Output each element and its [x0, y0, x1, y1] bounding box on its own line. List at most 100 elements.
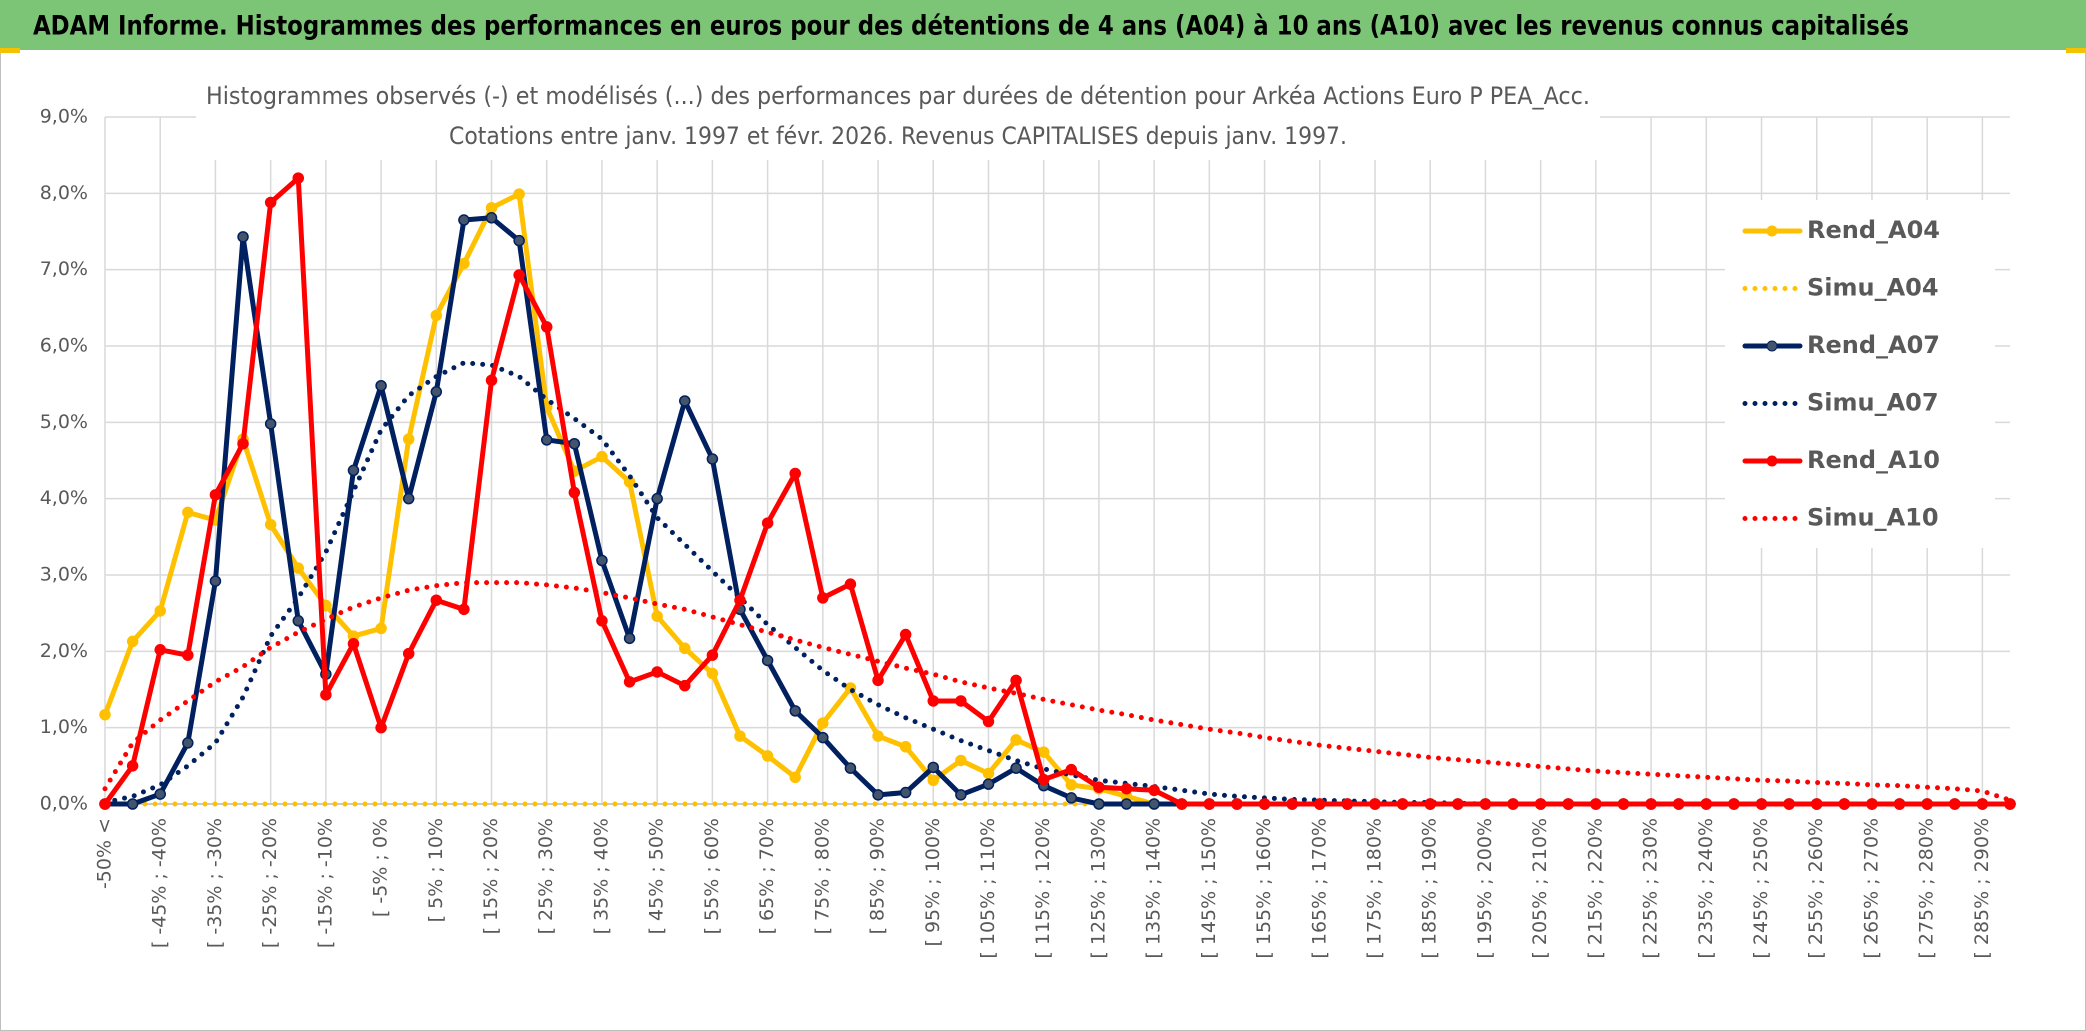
- data-point: [1341, 798, 1354, 810]
- header-bar: [0, 0, 2086, 50]
- data-point: [955, 789, 967, 801]
- x-tick-label: [ 5% ; 10%: [425, 818, 447, 922]
- x-tick-label: [ 65% ; 70%: [756, 818, 778, 934]
- data-point: [1010, 734, 1022, 746]
- data-point: [706, 649, 719, 661]
- data-point: [1093, 798, 1105, 810]
- data-point: [568, 437, 581, 450]
- data-point: [651, 610, 663, 622]
- corner-accent: [2066, 48, 2086, 53]
- x-tick-label: [ 45% ; 50%: [646, 818, 668, 934]
- data-point: [182, 737, 194, 749]
- data-point: [1921, 798, 1933, 810]
- data-point: [1120, 798, 1133, 810]
- y-tick-label: 3,0%: [40, 564, 88, 586]
- x-tick-label: [ 215% ; 220%: [1584, 818, 1606, 959]
- data-point: [1452, 798, 1464, 810]
- data-point: [706, 667, 719, 680]
- x-tick-label: [ 125% ; 130%: [1087, 818, 1109, 959]
- x-tick-label: [ 175% ; 180%: [1364, 818, 1386, 959]
- x-tick-label: [ 235% ; 240%: [1695, 818, 1717, 959]
- x-tick-label: [ -5% ; 0%: [370, 818, 392, 917]
- plot-area: 0,0% 1,0% 2,0% 3,0% 4,0% 5,0% 6,0% 7,0% 8,0% 9,0%…: [40, 106, 2016, 959]
- data-point: [237, 231, 249, 243]
- chart-subtitle: Cotations entre janv. 1997 et févr. 2026…: [449, 122, 1347, 150]
- data-point: [734, 730, 746, 742]
- x-tick-label: [ -15% ; -10%: [314, 818, 336, 948]
- data-point: [126, 635, 139, 648]
- data-point: [844, 578, 857, 590]
- data-point: [706, 453, 719, 465]
- data-point: [485, 202, 498, 214]
- data-point: [458, 214, 470, 226]
- data-point: [899, 628, 912, 641]
- data-point: [1065, 779, 1078, 791]
- data-point: [458, 257, 470, 270]
- data-point: [126, 798, 139, 810]
- legend-label: Simu_A10: [1807, 504, 1939, 532]
- data-point: [955, 695, 967, 707]
- x-tick-label: [ 205% ; 210%: [1529, 818, 1551, 959]
- data-point: [1866, 798, 1878, 810]
- data-point: [237, 437, 249, 450]
- data-point: [623, 676, 636, 688]
- data-point: [99, 798, 111, 810]
- data-point: [430, 386, 443, 398]
- data-point: [402, 433, 415, 445]
- data-point: [734, 594, 746, 606]
- data-point: [182, 506, 194, 519]
- data-point: [209, 575, 222, 587]
- data-point: [679, 679, 691, 692]
- data-point: [1562, 798, 1575, 810]
- data-point: [1617, 798, 1630, 810]
- data-point: [761, 750, 774, 762]
- data-point: [651, 666, 663, 678]
- y-tick-label: 0,0%: [40, 793, 88, 815]
- data-point: [1424, 798, 1436, 810]
- data-point: [982, 778, 995, 790]
- data-point: [927, 774, 940, 787]
- data-point: [1755, 798, 1768, 810]
- data-point: [513, 188, 525, 200]
- data-point: [761, 654, 774, 667]
- data-point: [927, 695, 940, 707]
- data-point: [347, 637, 360, 650]
- data-point: [1728, 798, 1740, 810]
- series-line: [102, 175, 2013, 807]
- data-point: [596, 450, 608, 463]
- data-point: [679, 395, 691, 407]
- data-point: [402, 492, 415, 505]
- x-tick-label: [ 25% ; 30%: [535, 818, 557, 934]
- data-point: [1010, 762, 1022, 774]
- x-tick-label: [ -45% ; -40%: [149, 818, 171, 948]
- data-point: [568, 486, 581, 499]
- data-point: [1507, 798, 1519, 810]
- data-point: [540, 434, 553, 446]
- data-point: [347, 464, 360, 477]
- data-point: [817, 717, 829, 729]
- x-tick-label: [ 75% ; 80%: [811, 818, 833, 934]
- corner-accent: [0, 48, 20, 53]
- data-point: [513, 234, 525, 247]
- data-point: [1534, 798, 1547, 810]
- chart-title: Histogrammes observés (-) et modélisés (…: [206, 82, 1590, 110]
- legend-label: Simu_A04: [1807, 274, 1939, 302]
- data-point: [209, 489, 222, 501]
- y-tick-label: 4,0%: [40, 487, 88, 509]
- x-tick-label: [ 145% ; 150%: [1198, 818, 1220, 959]
- data-point: [789, 771, 801, 784]
- data-point: [761, 517, 774, 529]
- data-point: [844, 762, 857, 774]
- data-point: [872, 674, 884, 687]
- data-point: [872, 730, 884, 742]
- data-point: [982, 715, 995, 728]
- data-point: [264, 518, 277, 531]
- data-point: [264, 418, 277, 430]
- data-point: [375, 721, 387, 734]
- x-tick-label: [ 115% ; 120%: [1032, 818, 1054, 959]
- legend-marker: [1766, 455, 1778, 467]
- x-tick-label: [ 155% ; 160%: [1253, 818, 1275, 959]
- data-point: [789, 467, 801, 480]
- data-point: [375, 379, 387, 392]
